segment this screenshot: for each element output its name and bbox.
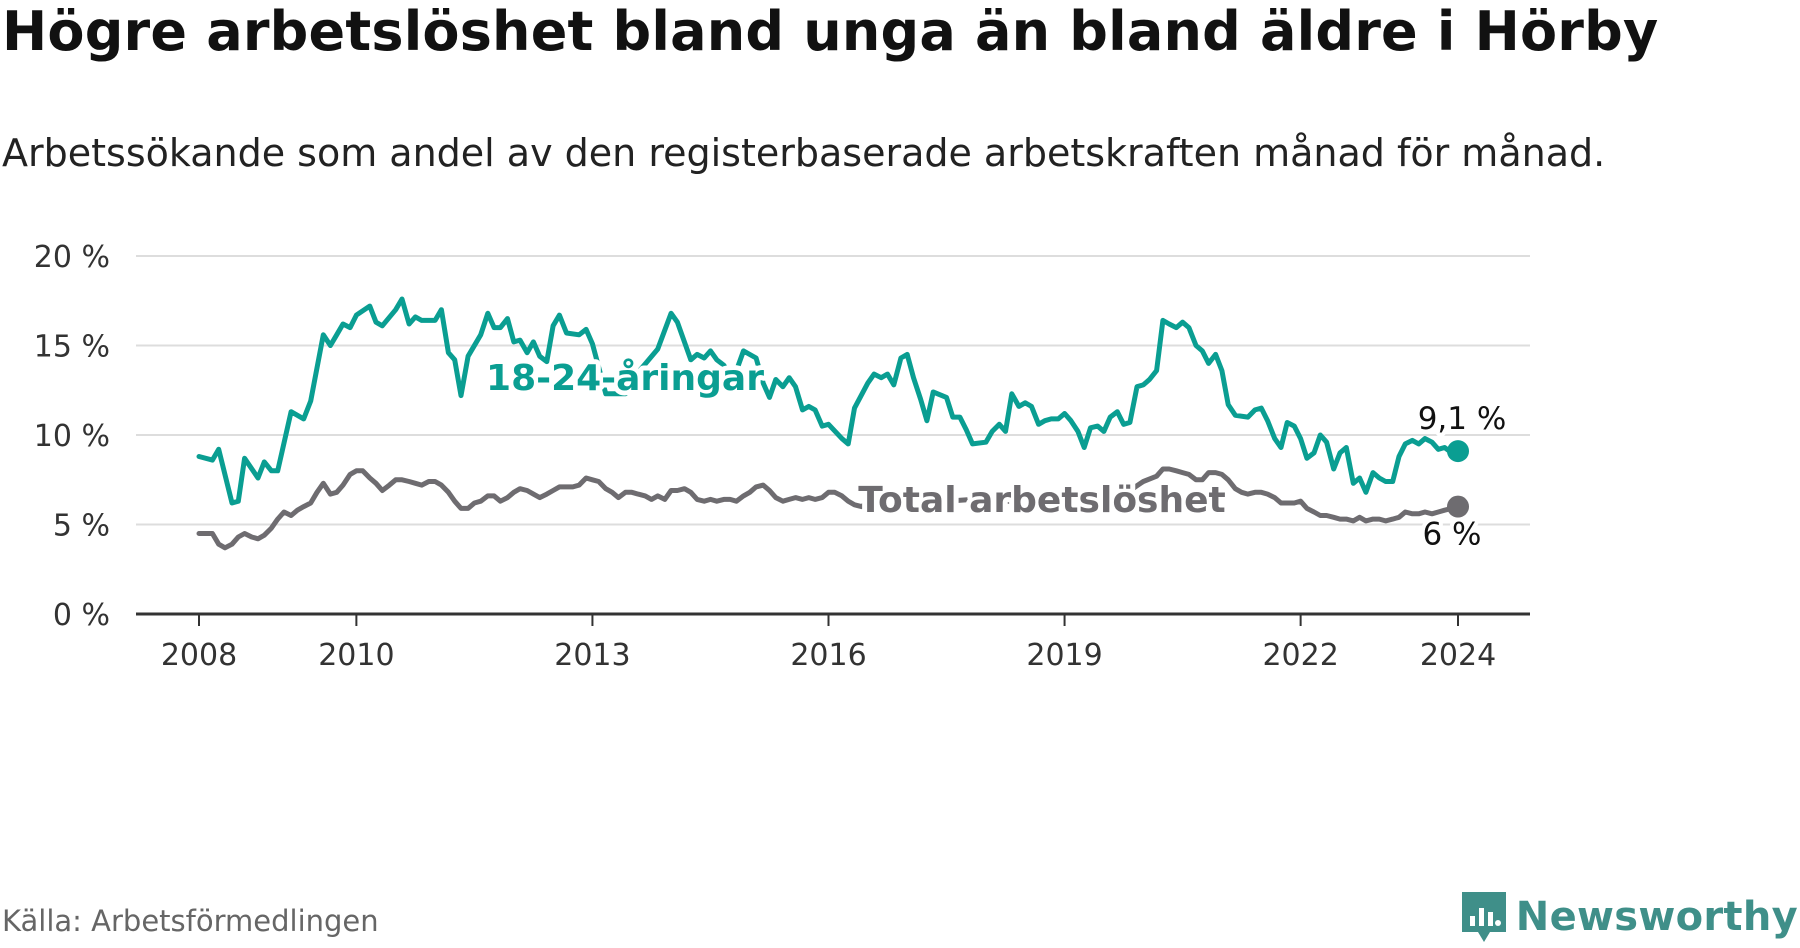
x-tick-label: 2024: [1420, 638, 1496, 673]
youth-series-line: [196, 296, 1461, 506]
total-series-line: [196, 466, 1461, 551]
chart-subtitle: Arbetssökande som andel av den registerb…: [2, 131, 1606, 175]
x-tick-label: 2008: [161, 638, 237, 673]
youth-end-label: 9,1 %: [1418, 401, 1507, 437]
total-series-label: Total arbetslöshet: [858, 480, 1226, 521]
x-tick-label: 2019: [1026, 638, 1102, 673]
x-tick-label: 2013: [554, 638, 630, 673]
series-lines: [196, 296, 1469, 551]
youth-end-point: [1447, 440, 1469, 463]
y-tick-label: 5 %: [53, 509, 110, 544]
brand-name: Newsworthy: [1515, 894, 1798, 940]
chart-title: Högre arbetslöshet bland unga än bland ä…: [2, 0, 1659, 63]
total-end-label: 6 %: [1422, 517, 1481, 553]
series-labels: 18-24-åringar Total arbetslöshet 9,1 % 6 %: [481, 353, 1510, 557]
y-tick-label: 0 %: [53, 598, 110, 633]
x-tick-label: 2022: [1262, 638, 1338, 673]
x-tick-label: 2016: [790, 638, 866, 673]
x-tick-label: 2010: [318, 638, 394, 673]
newsworthy-brand[interactable]: Newsworthy: [1460, 886, 1798, 948]
y-axis-tick-labels: 0 % 5 % 10 % 15 % 20 %: [34, 240, 110, 633]
line-chart: 0 %5 %10 %15 %20 % 2008 2010 2013 2016 2019 2…: [34, 240, 1530, 673]
y-tick-label: 10 %: [34, 419, 110, 454]
youth-series-label: 18-24-åringar: [486, 358, 764, 399]
newsworthy-logo-icon: [1461, 892, 1506, 942]
total-end-point: [1447, 495, 1469, 518]
y-tick-label: 20 %: [34, 240, 110, 275]
y-tick-label: 15 %: [34, 330, 110, 365]
source-credit: Källa: Arbetsförmedlingen: [2, 904, 379, 938]
x-axis: 2008 2010 2013 2016 2019 2022 2024: [136, 612, 1530, 673]
